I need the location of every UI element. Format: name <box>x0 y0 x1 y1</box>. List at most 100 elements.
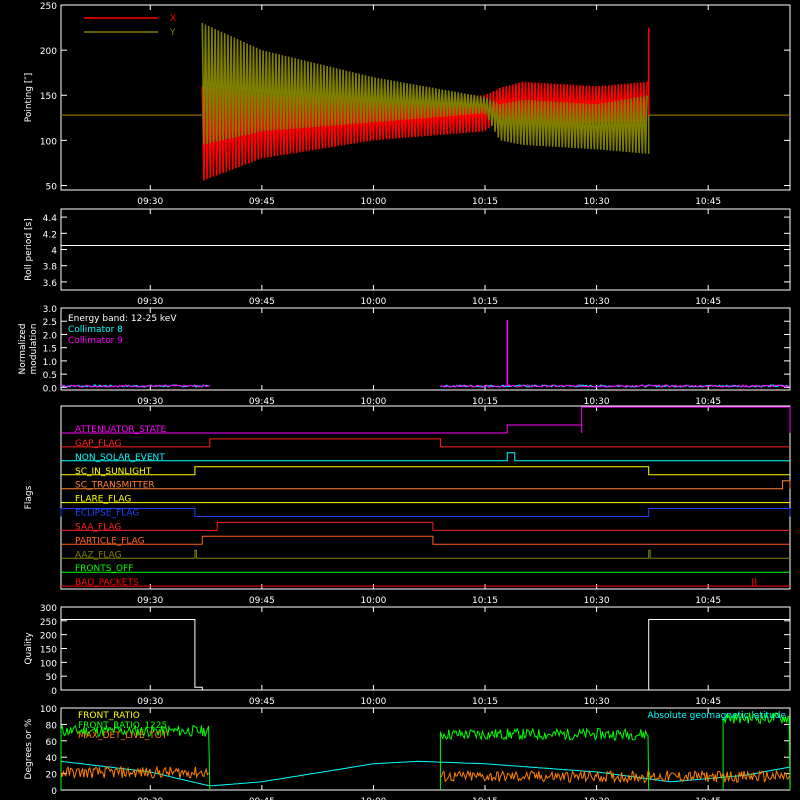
pointing-frame <box>60 4 791 191</box>
y-tick-label: 100 <box>40 705 57 715</box>
y-tick-label: 1.5 <box>43 345 57 355</box>
y-tick-label: 150 <box>40 92 57 102</box>
y-tick-label: 50 <box>46 673 58 683</box>
flag-label: FLARE_FLAG <box>75 495 131 505</box>
flag-saa_flag-line <box>61 521 790 531</box>
flag-label: GAP_FLAG <box>75 439 121 449</box>
x-tick-label: 10:45 <box>695 197 721 207</box>
y-axis-label: Normalized <box>18 323 28 374</box>
y-axis-label: Degrees or % <box>24 718 34 779</box>
legend-label: FRONT_RATIO <box>78 711 140 721</box>
x-tick-label: 09:45 <box>249 297 275 307</box>
flag-label: ECLIPSE_FLAG <box>75 509 139 519</box>
y-tick-label: 100 <box>40 659 57 669</box>
flag-label: SC_TRANSMITTER <box>75 481 155 491</box>
y-tick-label: 250 <box>40 2 57 12</box>
x-tick-label: 10:30 <box>584 697 610 707</box>
y-tick-label: 4.4 <box>43 214 58 224</box>
x-tick-label: 10:30 <box>584 797 610 800</box>
y-tick-label: 40 <box>46 754 58 764</box>
legend-label: Y <box>169 28 176 38</box>
y-tick-label: 50 <box>46 182 58 192</box>
max-det-live-tot-line <box>60 765 210 780</box>
y-tick-label: 0.0 <box>43 384 58 394</box>
front-ratio-1225-line <box>439 727 650 791</box>
x-tick-label: 09:30 <box>137 797 163 800</box>
flag-label: ATTENUATOR_STATE <box>75 425 167 435</box>
flag-label: SAA_FLAG <box>75 522 121 532</box>
flag-label: NON_SOLAR_EVENT <box>75 453 165 463</box>
collimator-9-line <box>60 384 210 388</box>
flag-sc_transmitter-line <box>61 480 791 490</box>
y-tick-label: 2.0 <box>43 331 58 341</box>
x-tick-label: 10:15 <box>472 297 498 307</box>
x-tick-label: 09:45 <box>249 797 275 800</box>
legend-label: FRONT_RATIO_1225 <box>78 721 167 731</box>
flag-label: AAZ_FLAG <box>75 550 122 560</box>
y-tick-label: 3.8 <box>43 263 58 273</box>
front-ratio-1225-line <box>60 724 211 791</box>
x-tick-label: 10:00 <box>360 596 386 606</box>
flag-sc_in_sunlight-line <box>61 466 790 476</box>
geomagnetic-latitude-line <box>60 760 791 787</box>
x-tick-label: 10:15 <box>472 397 498 407</box>
x-tick-label: 09:45 <box>249 397 275 407</box>
x-tick-label: 10:00 <box>360 697 386 707</box>
x-tick-label: 09:45 <box>249 697 275 707</box>
flag-gap_flag-line <box>61 438 790 448</box>
y-tick-label: 2.5 <box>43 318 57 328</box>
x-tick-label: 09:30 <box>137 397 163 407</box>
y-tick-label: 3.6 <box>43 279 58 289</box>
x-tick-label: 09:30 <box>137 596 163 606</box>
y-tick-label: 300 <box>40 604 57 614</box>
max-det-live-tot-line <box>440 769 791 784</box>
y-tick-label: 250 <box>40 618 57 628</box>
legend-label: Collimator 8 <box>68 325 123 335</box>
y-tick-label: 200 <box>40 47 57 57</box>
x-tick-label: 09:45 <box>249 596 275 606</box>
x-tick-label: 10:30 <box>584 596 610 606</box>
y-tick-label: 4 <box>51 247 57 257</box>
y-tick-label: 20 <box>46 771 58 781</box>
x-tick-label: 10:45 <box>695 697 721 707</box>
x-tick-label: 09:30 <box>137 297 163 307</box>
x-tick-label: 10:15 <box>472 197 498 207</box>
x-tick-label: 09:30 <box>137 697 163 707</box>
y-axis-label: modulation <box>29 324 39 375</box>
roll-frame <box>60 208 791 291</box>
x-tick-label: 10:15 <box>472 697 498 707</box>
flag-label: PARTICLE_FLAG <box>75 536 145 546</box>
y-tick-label: 0 <box>51 687 57 697</box>
y-tick-label: 3.0 <box>43 305 58 315</box>
y-axis-label: Pointing [″] <box>24 73 34 123</box>
y-axis-label: Flags <box>24 485 34 509</box>
y-tick-label: 80 <box>46 721 58 731</box>
x-tick-label: 10:30 <box>584 397 610 407</box>
y-tick-label: 0.5 <box>43 371 57 381</box>
collimator-9-line <box>440 384 791 388</box>
legend-label: MAX_DET_LIVE_TOT <box>78 731 168 741</box>
legend-label: X <box>170 14 176 24</box>
legend-label: Energy band: 12-25 keV <box>68 314 177 324</box>
y-axis-label: Quality <box>24 632 34 665</box>
x-tick-label: 10:00 <box>360 297 386 307</box>
x-tick-label: 10:45 <box>695 297 721 307</box>
flag-label: SC_IN_SUNLIGHT <box>75 467 152 477</box>
x-tick-label: 09:30 <box>137 197 163 207</box>
y-tick-label: 150 <box>40 646 57 656</box>
front-ratio-1225-line <box>722 711 791 791</box>
y-tick-label: 0 <box>51 787 57 797</box>
y-tick-label: 4.2 <box>43 230 57 240</box>
x-tick-label: 10:45 <box>695 797 721 800</box>
flag-attenuator_state-line <box>61 406 791 434</box>
x-tick-label: 10:15 <box>472 797 498 800</box>
quality-line <box>61 619 790 691</box>
legend-label: Absolute geomagnetic latitude <box>647 711 786 721</box>
flag-eclipse_flag-line <box>60 508 791 517</box>
flag-particle_flag-line <box>61 535 790 545</box>
flag-non_solar_event-line <box>61 452 790 462</box>
flags-frame <box>60 405 791 590</box>
y-axis-label: Roll period [s] <box>24 218 34 280</box>
modulation-frame <box>60 307 791 391</box>
